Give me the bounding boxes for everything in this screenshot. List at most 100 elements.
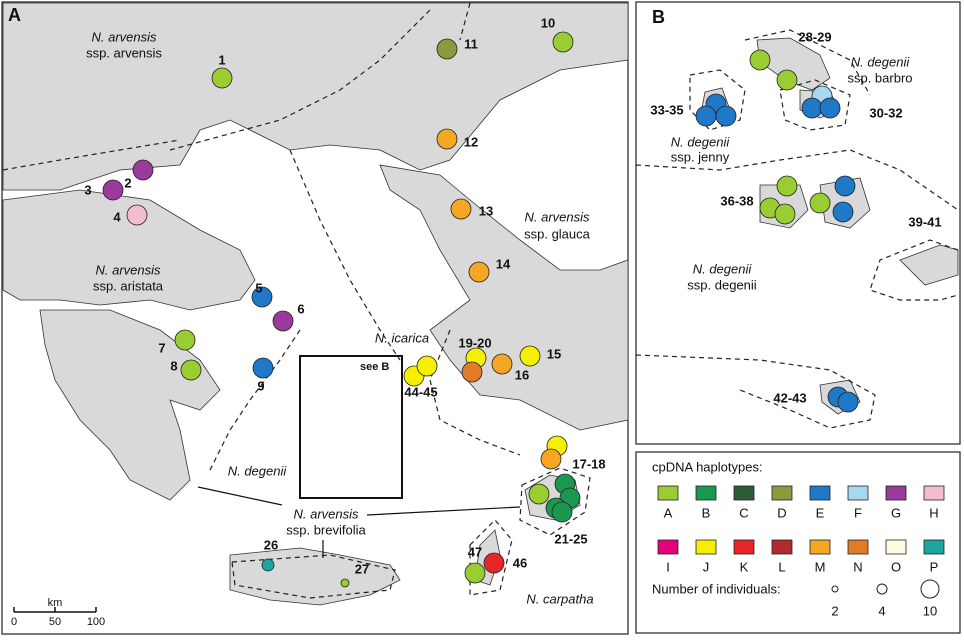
- haplotype-swatch: [809, 485, 831, 501]
- region-label: ssp. arvensis: [86, 45, 162, 60]
- legend-title: cpDNA haplotypes:: [652, 459, 763, 474]
- region-label: N. icarica: [375, 330, 429, 345]
- haplotype-swatch: [885, 539, 907, 555]
- boundary: [469, 519, 513, 596]
- haplotype-swatch: [733, 485, 755, 501]
- land: [2, 2, 629, 191]
- site-labels: 28-29 33-35 30-32 36-38 39-41 42-43: [650, 29, 941, 405]
- haplotype-label: F: [854, 505, 862, 520]
- panel-b: B N. degenii ssp. barbro N. degenii ssp.…: [635, 1, 961, 445]
- panel-letter: B: [652, 7, 665, 27]
- arrow: [197, 486, 521, 558]
- region-label: ssp. jenny: [671, 149, 730, 164]
- haplotype-swatch: [695, 485, 717, 501]
- region-label: ssp. glauca: [524, 226, 591, 241]
- haplotype-swatch: [733, 539, 755, 555]
- haplotype-label: P: [930, 559, 939, 574]
- land: [899, 244, 959, 286]
- haplotype-label: D: [777, 505, 786, 520]
- haplotype-label: H: [929, 505, 938, 520]
- site-label: 39-41: [908, 214, 941, 229]
- boundary: [519, 467, 591, 536]
- haplotype-swatch: [771, 539, 793, 555]
- site-label: 14: [496, 256, 511, 271]
- site-label: 46: [513, 555, 527, 570]
- haplotype-label: G: [891, 505, 901, 520]
- scale-tick: 0: [11, 616, 17, 628]
- inset-box: [299, 355, 403, 499]
- haplotype-label: I: [666, 559, 670, 574]
- boundary: [231, 554, 396, 599]
- site-label: 30-32: [869, 105, 902, 120]
- site-label: 28-29: [798, 29, 831, 44]
- scale-tick: 50: [49, 616, 61, 628]
- haplotype-swatch: [657, 539, 679, 555]
- region-label: ssp. degenii: [687, 277, 756, 292]
- haplotype-label: O: [891, 559, 901, 574]
- site-label: 19-20: [458, 335, 491, 350]
- site-label: 1: [218, 52, 225, 67]
- size-label: 4: [878, 603, 885, 618]
- site-label: 15: [547, 346, 561, 361]
- site-label: 36-38: [720, 193, 753, 208]
- panel-letter: A: [8, 5, 21, 25]
- site-label: 5: [255, 280, 262, 295]
- region-label: N. arvensis: [293, 506, 359, 521]
- haplotype-swatch: [923, 539, 945, 555]
- land: [379, 164, 629, 431]
- legend-frame: [635, 451, 961, 634]
- haplotype-label: A: [664, 505, 673, 520]
- size-title: Number of individuals:: [652, 581, 781, 596]
- haplotype-label: M: [815, 559, 826, 574]
- haplotype-label: B: [702, 505, 711, 520]
- site-label: 33-35: [650, 102, 683, 117]
- site-label: 17-18: [572, 456, 605, 471]
- haplotype-swatch: [695, 539, 717, 555]
- size-circle: [831, 585, 839, 593]
- site-label: 6: [297, 301, 304, 316]
- site-label: 10: [541, 15, 555, 30]
- size-label: 2: [831, 603, 838, 618]
- site-label: 44-45: [404, 384, 437, 399]
- haplotype-label: J: [703, 559, 710, 574]
- haplotype-swatch: [847, 485, 869, 501]
- region-label: N. degenii: [693, 261, 753, 276]
- haplotype-swatch: [923, 485, 945, 501]
- region-label: ssp. barbro: [847, 70, 912, 85]
- site-label: 16: [515, 367, 529, 382]
- boundary: [2, 2, 521, 471]
- site-label: 13: [479, 203, 493, 218]
- site-label: 27: [355, 561, 369, 576]
- site-label: 21-25: [554, 531, 587, 546]
- scale-bar: km 0 50 100: [11, 597, 105, 628]
- haplotype-label: N: [853, 559, 862, 574]
- legend: cpDNA haplotypes: Number of individuals:…: [635, 451, 961, 634]
- size-label: 10: [923, 603, 937, 618]
- site-label: 47: [468, 544, 482, 559]
- region-label: N. arvensis: [524, 209, 590, 224]
- site-label: 12: [464, 134, 478, 149]
- land: [2, 189, 256, 311]
- site-label: 8: [170, 358, 177, 373]
- region-label: ssp. brevifolia: [286, 522, 366, 537]
- region-label: N. degenii: [228, 463, 288, 478]
- site-label: 42-43: [773, 390, 806, 405]
- region-label: N. carpatha: [526, 591, 593, 606]
- haplotype-swatch: [885, 485, 907, 501]
- boundary: [635, 29, 959, 429]
- haplotype-label: K: [740, 559, 749, 574]
- scale-unit: km: [48, 597, 63, 609]
- haplotype-label: C: [739, 505, 748, 520]
- haplotype-swatch: [847, 539, 869, 555]
- site-label: 4: [113, 209, 121, 224]
- inset-label: see B: [360, 361, 389, 373]
- site-label: 26: [264, 537, 278, 552]
- haplotype-swatch: [809, 539, 831, 555]
- site-labels: 1 2 3 4 5 6 7 8 9 10 11 12 13 14 15 16 1…: [84, 15, 605, 576]
- haplotype-swatch: [771, 485, 793, 501]
- site-label: 11: [464, 36, 478, 51]
- region-label: N. degenii: [671, 134, 731, 149]
- region-label: N. arvensis: [95, 262, 161, 277]
- size-circle: [876, 583, 888, 595]
